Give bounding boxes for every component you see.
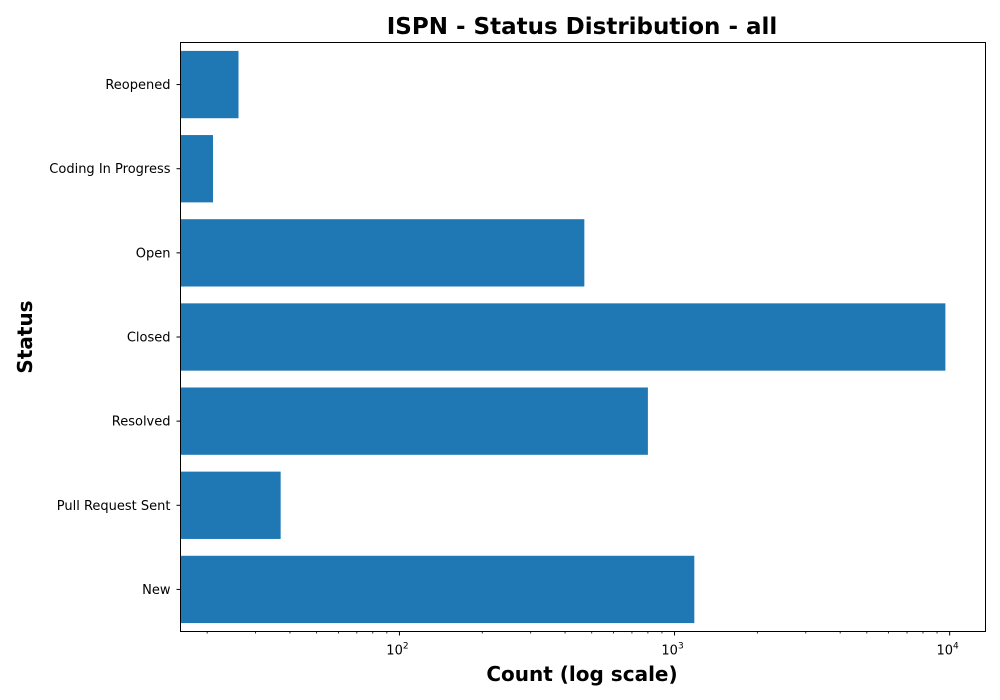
x-tick-label: 104 [937,642,960,659]
y-tick-label: New [142,583,171,598]
bar-resolved [180,387,648,455]
bar-closed [180,303,946,371]
chart-title: ISPN - Status Distribution - all [387,14,778,40]
y-tick-label: Pull Request Sent [57,499,171,514]
y-tick-label: Open [136,246,171,261]
bar-coding-in-progress [180,135,213,203]
x-tick-label: 102 [386,642,408,659]
y-tick-label: Closed [127,331,171,346]
bars-group [180,50,946,624]
x-tick-label: 103 [661,642,683,659]
y-tick-label: Resolved [112,415,171,430]
bar-reopened [180,50,239,119]
bar-pull-request-sent [180,471,281,539]
bar-open [180,219,585,287]
y-tick-label: Coding In Progress [49,162,170,177]
bar-new [180,555,695,624]
plot-frame [180,42,986,632]
x-axis-ticks: 102 103 104 [206,631,960,659]
y-tick-label: Reopened [105,78,170,93]
y-axis-label: Status [13,300,37,373]
y-axis-ticks: New Pull Request Sent Resolved Closed Open Co… [49,78,181,598]
x-axis-label: Count (log scale) [486,662,677,686]
